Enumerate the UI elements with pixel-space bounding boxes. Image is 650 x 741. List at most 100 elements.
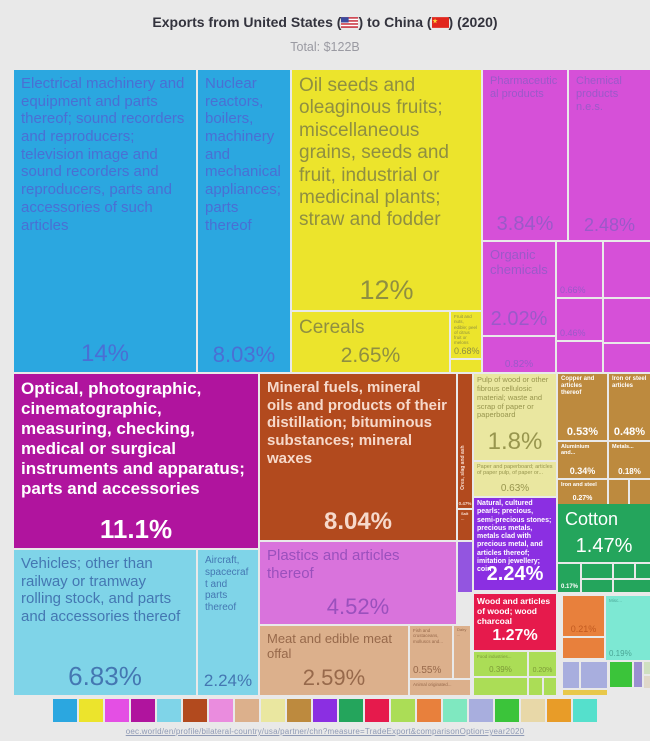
tile-oil-seeds[interactable]: Oil seeds and oleaginous fruits; miscell… — [292, 70, 481, 310]
page-title: Exports from United States () to China (… — [0, 14, 650, 30]
tile-optical-instruments[interactable]: Optical, photographic, cinematographic, … — [14, 374, 258, 548]
tile-lightgreen-2[interactable]: 0.20% — [529, 652, 556, 676]
tile-cotton[interactable]: Cotton 1.47% — [558, 504, 650, 562]
tile-cotton-small-5[interactable] — [582, 580, 612, 592]
tile-cotton-small-1[interactable]: 0.17% — [558, 564, 580, 592]
tile-misc-edible[interactable]: Misc... 0.19% — [606, 596, 650, 660]
tile-label: Meat and edible meat offal — [267, 631, 393, 662]
tile-pale-1[interactable] — [644, 662, 650, 674]
tile-orange-2[interactable] — [563, 638, 604, 658]
tile-electrical-machinery[interactable]: Electrical machinery and equipment and p… — [14, 70, 196, 372]
china-flag-icon — [431, 17, 449, 28]
tile-lightgreen-3[interactable] — [474, 678, 527, 695]
tile-nuclear-reactors[interactable]: Nuclear reactors, boilers, machinery and… — [198, 70, 290, 372]
tile-lightgreen-5[interactable] — [544, 678, 556, 695]
tile-value: 8.04% — [323, 508, 393, 535]
tile-pharmaceutical[interactable]: Pharmaceutical products 3.84% — [483, 70, 567, 240]
us-flag-icon — [341, 17, 359, 28]
tile-value: 0.66% — [560, 285, 586, 295]
legend-swatch-13[interactable] — [365, 699, 389, 722]
legend-swatch-8[interactable] — [235, 699, 259, 722]
legend-swatch-19[interactable] — [521, 699, 545, 722]
legend-swatch-16[interactable] — [443, 699, 467, 722]
tile-chemical-nes[interactable]: Chemical products n.e.s. 2.48% — [569, 70, 650, 240]
tile-cotton-small-3[interactable] — [614, 564, 634, 578]
legend-swatch-7[interactable] — [209, 699, 233, 722]
tile-chem-small-3[interactable]: 0.46% — [557, 299, 602, 340]
source-url-link[interactable]: oec.world/en/profile/bilateral-country/u… — [125, 727, 525, 736]
tile-orange-1[interactable]: 0.21% — [563, 596, 604, 636]
tile-cereals[interactable]: Cereals 2.65% — [292, 312, 449, 372]
legend-swatch-18[interactable] — [495, 699, 519, 722]
tile-value: 0.27% — [572, 495, 593, 502]
tile-dairy[interactable]: Dairy... — [454, 626, 470, 678]
tile-chem-small-1[interactable]: 0.66% — [557, 242, 602, 297]
tile-copper[interactable]: Copper and articles thereof 0.53% — [558, 374, 607, 440]
legend-swatch-1[interactable] — [53, 699, 77, 722]
tile-pulp-of-wood[interactable]: Pulp of wood or other fibrous cellulosic… — [474, 374, 556, 460]
legend-swatch-15[interactable] — [417, 699, 441, 722]
tile-chem-small-5[interactable] — [557, 342, 602, 372]
tile-aircraft-spacecraft[interactable]: Aircraft, spacecraft and parts thereof 2.… — [198, 550, 258, 695]
tile-lavender-1[interactable] — [563, 662, 579, 688]
tile-edible-veg[interactable] — [451, 360, 481, 372]
tile-plastics[interactable]: Plastics and articles thereof 4.52% — [260, 542, 456, 624]
legend-swatch-20[interactable] — [547, 699, 571, 722]
tile-value: 0.20% — [532, 667, 553, 674]
tile-metal-tiny-1[interactable] — [609, 480, 628, 504]
tile-iron-steel-articles[interactable]: Iron or steel articles 0.48% — [609, 374, 650, 440]
tile-lavender-2[interactable] — [581, 662, 607, 688]
tile-paper-paperboard[interactable]: Paper and paperboard; articles of paper … — [474, 462, 556, 496]
tile-metal-tiny-2[interactable] — [630, 480, 650, 504]
tile-pearls-precious-stones[interactable]: Natural, cultured pearls; precious, semi… — [474, 498, 556, 590]
tile-wood-articles[interactable]: Wood and articles of wood; wood charcoal… — [474, 594, 556, 650]
tile-chem-small-4[interactable] — [604, 299, 650, 342]
tile-mineral-fuels[interactable]: Mineral fuels, mineral oils and products… — [260, 374, 456, 540]
tile-value: 12% — [359, 275, 414, 305]
tile-chem-082[interactable]: 0.82% — [483, 337, 555, 372]
legend-swatch-14[interactable] — [391, 699, 415, 722]
tile-pale-2[interactable] — [644, 676, 650, 688]
tile-cotton-small-6[interactable] — [614, 580, 650, 592]
tile-fish-crustaceans[interactable]: Fish and crustaceans, molluscs and... 0.5… — [410, 626, 452, 678]
legend-swatch-12[interactable] — [339, 699, 363, 722]
tile-cotton-small-2[interactable] — [582, 564, 612, 578]
tile-value: 0.53% — [566, 426, 599, 438]
tile-aluminium[interactable]: Aluminium and... 0.34% — [558, 442, 607, 478]
tile-fruit-and-nuts[interactable]: Fruit and nuts, edible; peel of citrus f… — [451, 312, 481, 358]
tile-vehicles[interactable]: Vehicles; other than railway or tramway … — [14, 550, 196, 695]
legend-swatch-21[interactable] — [573, 699, 597, 722]
tile-value: 3.84% — [496, 213, 554, 235]
tile-gold-strip[interactable] — [563, 690, 607, 695]
legend-swatch-17[interactable] — [469, 699, 493, 722]
tile-chem-small-6[interactable] — [604, 344, 650, 372]
total-subtitle: Total: $122B — [290, 40, 360, 54]
tile-value: 6.83% — [68, 661, 142, 691]
tile-meat[interactable]: Meat and edible meat offal 2.59% — [260, 626, 408, 695]
legend-swatch-9[interactable] — [261, 699, 285, 722]
legend-swatch-3[interactable] — [105, 699, 129, 722]
tile-food-industries-residues[interactable]: Food industries... 0.39% — [474, 652, 527, 676]
tile-metals-nes[interactable]: Metals... 0.18% — [609, 442, 650, 478]
legend-swatch-5[interactable] — [157, 699, 181, 722]
tile-chem-small-2[interactable] — [604, 242, 650, 297]
tile-organic-chemicals[interactable]: Organic chemicals 2.02% — [483, 242, 555, 335]
tile-value: 0.46% — [560, 328, 586, 338]
tile-salt[interactable]: Salt... — [458, 510, 472, 540]
tile-lightgreen-4[interactable] — [529, 678, 542, 695]
tile-ores-slag-ash[interactable]: Ores, slag and ash 0.47% — [458, 374, 472, 508]
tile-animal-originated[interactable]: Animal originated... — [410, 680, 470, 695]
legend-swatch-11[interactable] — [313, 699, 337, 722]
tile-iron-and-steel[interactable]: Iron and steel 0.27% — [558, 480, 607, 504]
tile-label: Copper and articles thereof — [561, 376, 595, 397]
tile-small-purple[interactable] — [634, 662, 642, 687]
legend-swatch-4[interactable] — [131, 699, 155, 722]
legend-swatch-6[interactable] — [183, 699, 207, 722]
tile-cotton-small-4[interactable] — [636, 564, 650, 578]
title-text-2: ) to China ( — [358, 14, 432, 30]
tile-pearls-strip[interactable] — [458, 542, 472, 592]
tile-value: 14% — [80, 340, 130, 367]
legend-swatch-2[interactable] — [79, 699, 103, 722]
legend-swatch-10[interactable] — [287, 699, 311, 722]
tile-bright-green[interactable] — [610, 662, 632, 687]
